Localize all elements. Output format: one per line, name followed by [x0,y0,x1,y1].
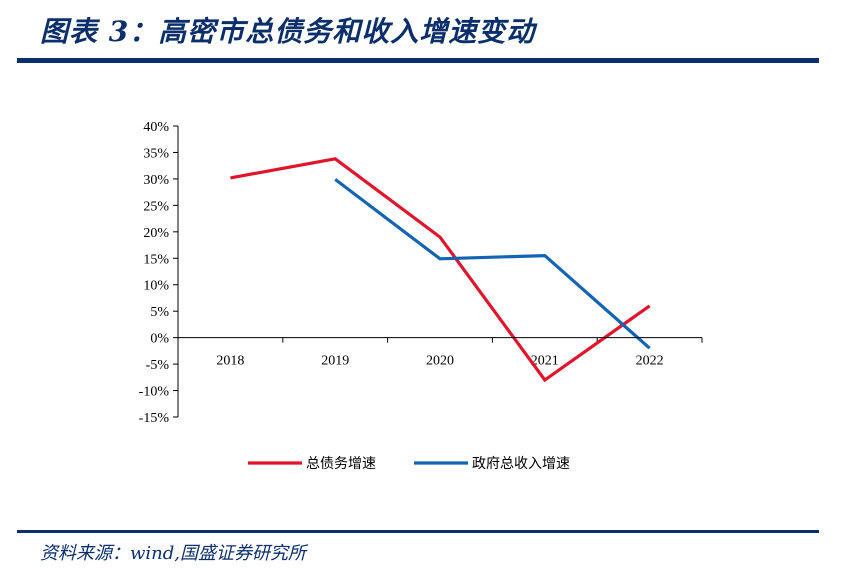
x-tick-label: 2018 [216,354,244,369]
x-tick-label: 2022 [636,354,664,369]
y-tick-label: 0% [150,332,169,347]
chart-figure-title: 图表 3：高密市总债务和收入增速变动 [40,15,536,48]
x-tick-label: 2019 [321,354,349,369]
series-line-2 [334,178,651,350]
y-tick-label: 15% [143,252,169,267]
y-tick-label: -15% [139,411,170,426]
footer-divider [17,530,819,533]
legend-label: 政府总收入增速 [472,456,570,472]
y-tick-label: 40% [143,120,169,135]
y-tick-label: 30% [143,173,169,188]
y-tick-label: 20% [143,226,169,241]
y-tick-label: -10% [139,385,170,400]
x-tick-label: 2020 [426,354,454,369]
y-tick-label: 5% [150,305,169,320]
chart-legend: 总债务增速 政府总收入增速 [248,456,570,472]
y-tick-label: 10% [143,279,169,294]
legend-label: 总债务增速 [306,456,376,472]
header-divider [17,58,819,63]
series-line-1 [230,157,651,383]
y-tick-label: 25% [143,199,169,214]
x-axis-ticks: 2018 2019 2020 2021 2022 [177,337,703,369]
y-tick-label: -5% [146,358,170,373]
y-tick-label: 35% [143,146,169,161]
x-tick-label: 2021 [531,354,559,369]
source-note: 资料来源：wind,国盛证券研究所 [40,543,306,564]
y-axis-ticks: 40% 35% 30% 25% 20% 15% 10% 5% 0% -5% -10% -15% [139,120,178,426]
series-lines [230,157,651,383]
